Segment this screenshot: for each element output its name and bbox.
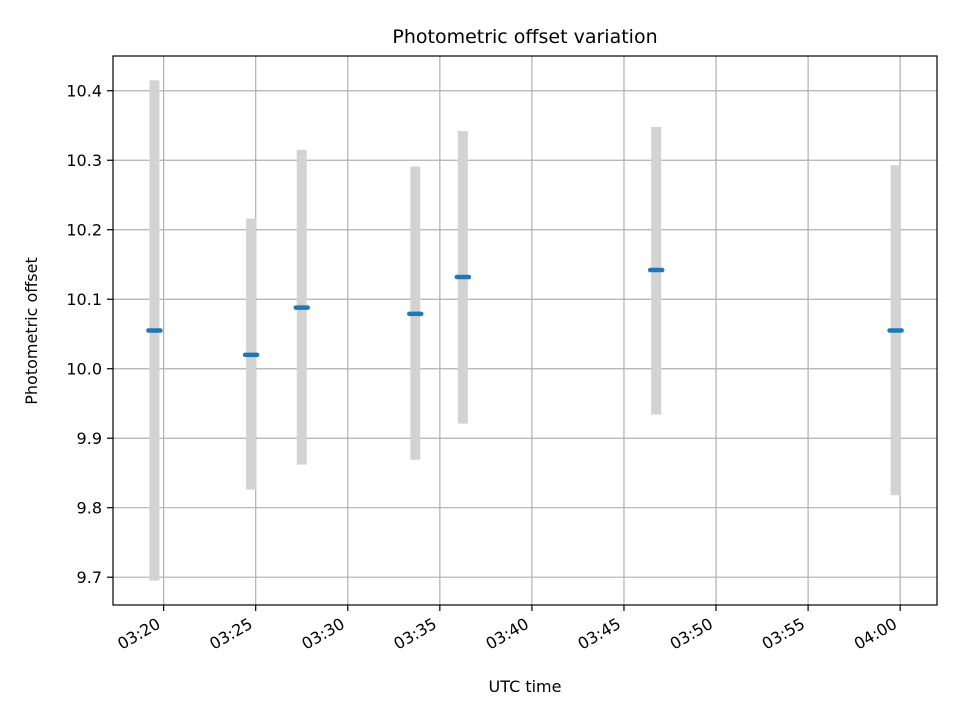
x-tick-label: 03:50 — [667, 614, 716, 654]
y-tick-label: 10.4 — [66, 82, 102, 101]
x-tick-label: 03:35 — [390, 614, 439, 654]
error-bars — [149, 80, 901, 581]
x-tick-label: 03:25 — [206, 614, 255, 654]
y-tick-label: 9.7 — [77, 568, 102, 587]
x-tick-label: 04:00 — [851, 614, 900, 654]
x-tick-label: 03:30 — [298, 614, 347, 654]
y-axis-label: Photometric offset — [22, 257, 41, 405]
y-axis-ticks: 9.7 9.8 9.9 10.0 10.1 10.2 10.3 10.4 — [66, 82, 113, 587]
grid — [113, 56, 937, 605]
x-tick-label: 03:20 — [114, 614, 163, 654]
x-axis-label: UTC time — [489, 677, 562, 696]
x-axis-ticks: 03:20 03:25 03:30 03:35 03:40 03:45 03:50 03:55… — [114, 605, 901, 654]
y-tick-label: 10.2 — [66, 221, 102, 240]
data-points — [146, 267, 904, 358]
plot-frame — [112, 55, 938, 606]
y-tick-label: 10.1 — [66, 290, 102, 309]
chart-title: Photometric offset variation — [392, 26, 657, 48]
x-tick-label: 03:40 — [482, 614, 531, 654]
x-tick-label: 03:45 — [575, 614, 624, 654]
y-tick-label: 10.3 — [66, 151, 102, 170]
y-tick-label: 10.0 — [66, 360, 102, 379]
y-tick-label: 9.9 — [77, 429, 102, 448]
x-tick-label: 03:55 — [759, 614, 808, 654]
y-tick-label: 9.8 — [77, 499, 102, 518]
